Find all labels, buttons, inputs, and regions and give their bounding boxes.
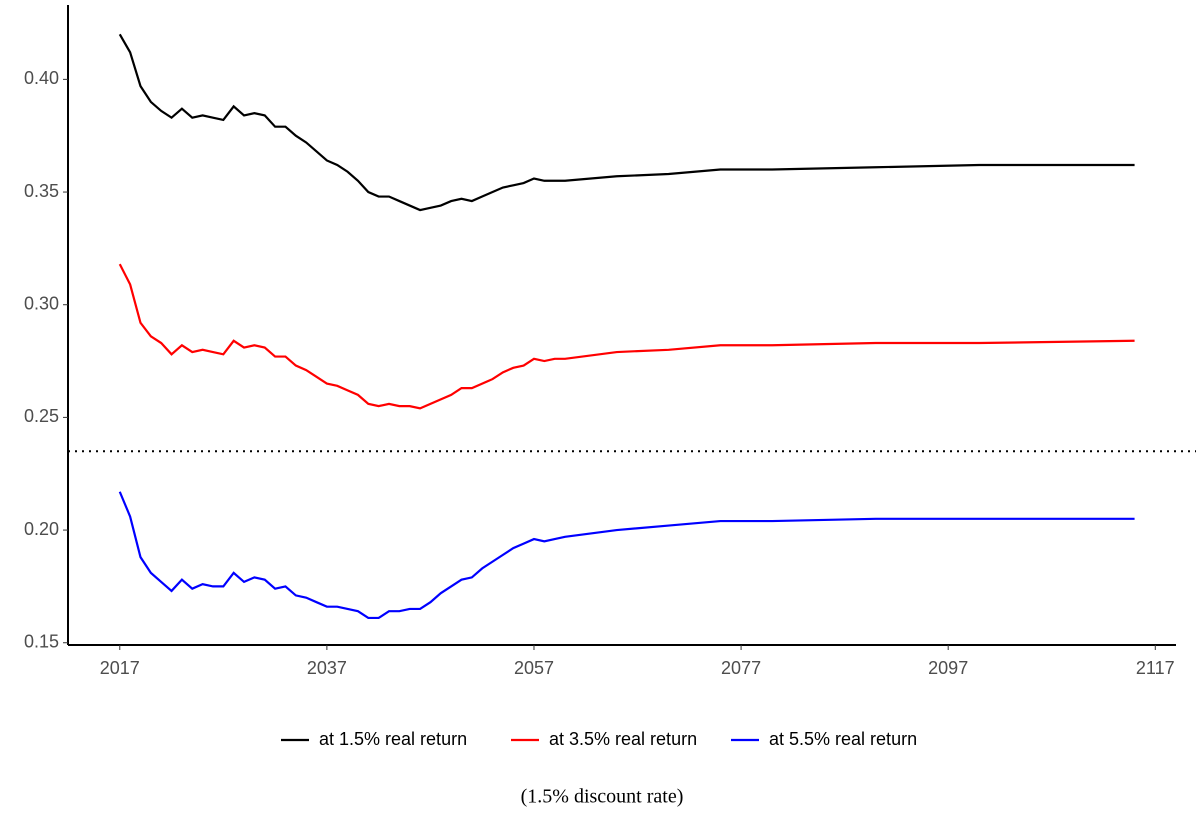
x-tick-label: 2037	[307, 658, 347, 678]
y-tick-label: 0.25	[24, 406, 59, 426]
legend-text: at 1.5% real return	[319, 729, 467, 749]
y-tick-label: 0.35	[24, 181, 59, 201]
y-tick-label: 0.30	[24, 293, 59, 313]
y-tick-label: 0.40	[24, 68, 59, 88]
series-line	[118, 263, 1135, 410]
legend-text: at 5.5% real return	[769, 729, 917, 749]
x-tick-label: 2097	[928, 658, 968, 678]
x-tick-label: 2057	[514, 658, 554, 678]
series-line	[118, 491, 1135, 620]
x-tick-label: 2117	[1136, 658, 1175, 678]
x-tick-label: 2077	[721, 658, 761, 678]
legend-text: at 3.5% real return	[549, 729, 697, 749]
y-tick-label: 0.20	[24, 519, 59, 539]
x-tick-label: 2017	[100, 658, 140, 678]
y-tick-label: 0.15	[24, 631, 59, 651]
caption: (1.5% discount rate)	[521, 786, 684, 808]
series-line	[118, 33, 1135, 212]
